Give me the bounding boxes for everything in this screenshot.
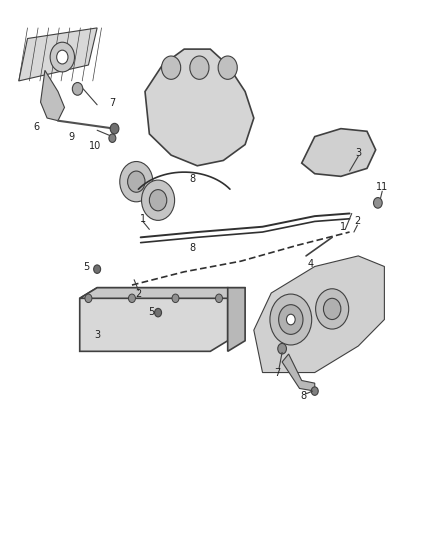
Polygon shape	[254, 256, 385, 373]
Text: 6: 6	[33, 122, 39, 132]
Text: 8: 8	[190, 174, 196, 184]
Circle shape	[279, 305, 303, 334]
Text: 10: 10	[89, 141, 101, 151]
Text: 1: 1	[140, 214, 146, 224]
Text: 8: 8	[301, 391, 307, 401]
Text: 1: 1	[340, 222, 346, 232]
Circle shape	[50, 42, 74, 72]
Polygon shape	[302, 128, 376, 176]
Circle shape	[374, 198, 382, 208]
Text: 2: 2	[354, 216, 360, 227]
Circle shape	[72, 83, 83, 95]
Circle shape	[127, 171, 145, 192]
Text: 7: 7	[275, 368, 281, 377]
Polygon shape	[282, 354, 315, 391]
Circle shape	[286, 314, 295, 325]
Circle shape	[172, 294, 179, 303]
Circle shape	[141, 180, 175, 220]
Polygon shape	[80, 288, 228, 351]
Circle shape	[270, 294, 312, 345]
Text: 5: 5	[148, 306, 155, 317]
Text: 9: 9	[68, 132, 74, 142]
Circle shape	[57, 50, 68, 64]
Circle shape	[94, 265, 101, 273]
Polygon shape	[19, 28, 97, 81]
Circle shape	[120, 161, 153, 202]
Text: 2: 2	[135, 289, 141, 299]
Polygon shape	[80, 288, 245, 298]
Circle shape	[218, 56, 237, 79]
Text: 3: 3	[94, 330, 100, 341]
Circle shape	[85, 294, 92, 303]
Text: 7: 7	[109, 98, 116, 108]
Circle shape	[109, 134, 116, 142]
Text: 5: 5	[83, 262, 89, 271]
Text: 3: 3	[355, 148, 361, 158]
Circle shape	[190, 56, 209, 79]
Circle shape	[215, 294, 223, 303]
Polygon shape	[145, 49, 254, 166]
Text: 8: 8	[190, 243, 196, 253]
Text: 11: 11	[376, 182, 389, 192]
Circle shape	[162, 56, 181, 79]
Circle shape	[155, 309, 162, 317]
Circle shape	[323, 298, 341, 319]
Circle shape	[311, 387, 318, 395]
Circle shape	[110, 123, 119, 134]
Circle shape	[316, 289, 349, 329]
Polygon shape	[228, 288, 245, 351]
Circle shape	[149, 190, 167, 211]
Circle shape	[278, 343, 286, 354]
Polygon shape	[41, 70, 64, 120]
Text: 4: 4	[307, 259, 314, 269]
Circle shape	[128, 294, 135, 303]
